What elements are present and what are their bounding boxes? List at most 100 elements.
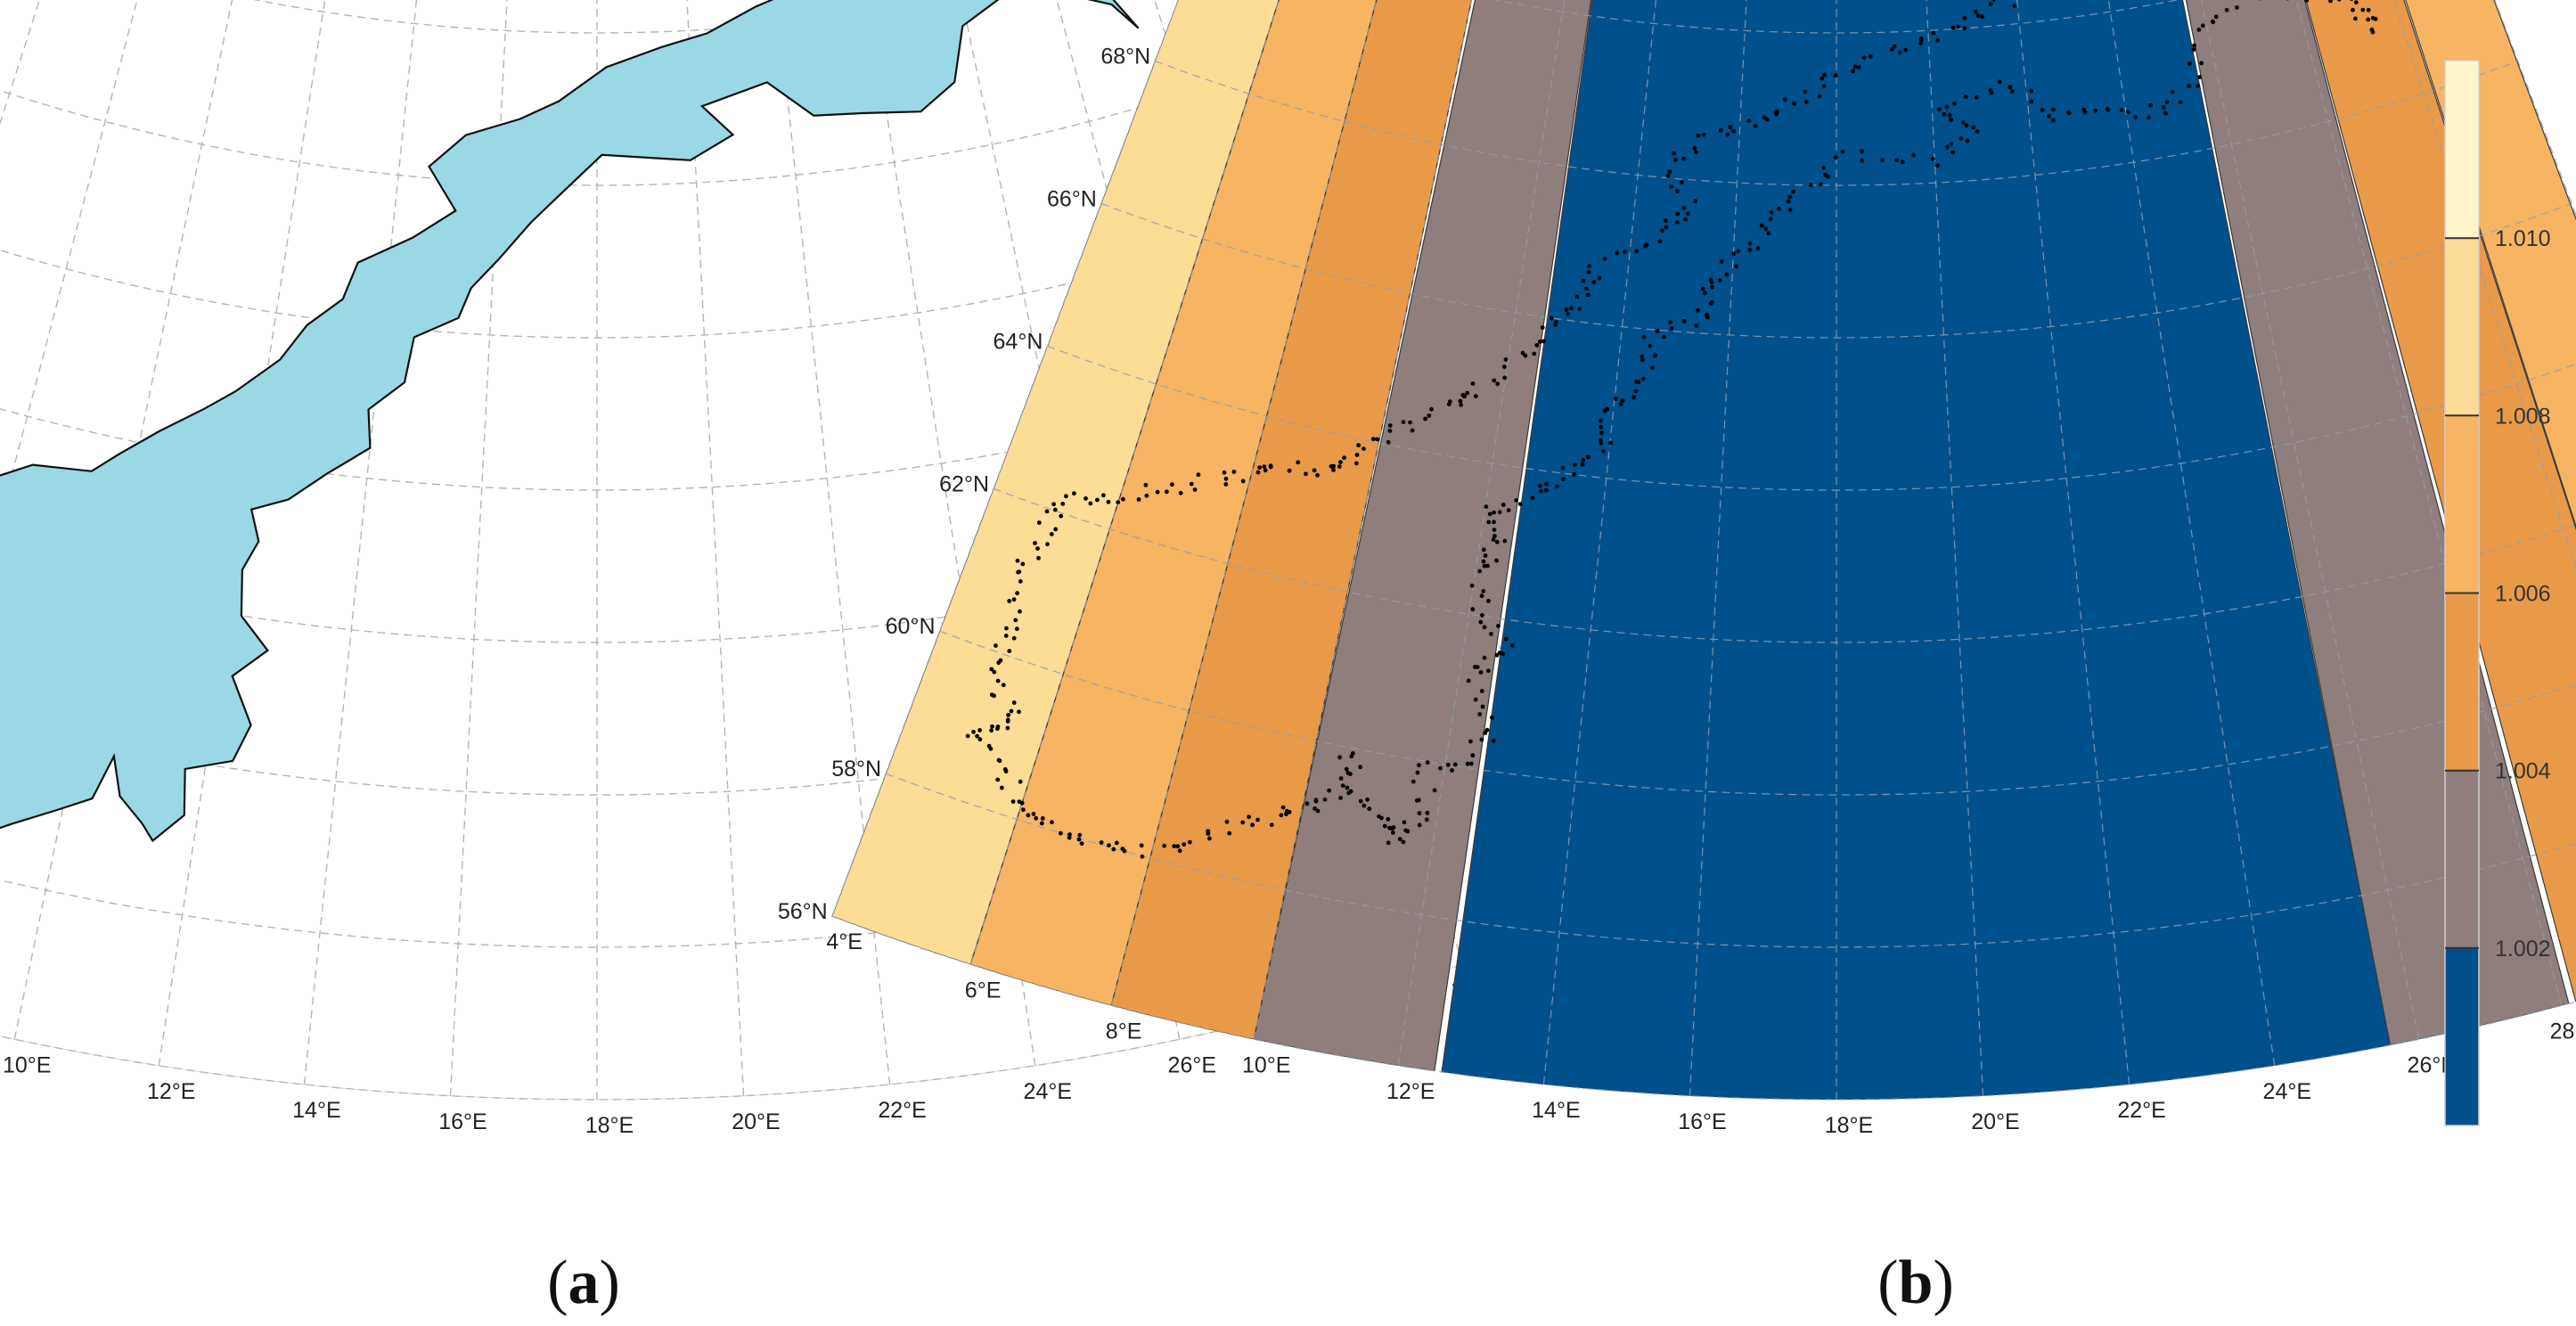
- data-point: [1370, 437, 1376, 441]
- data-point: [1602, 257, 1607, 261]
- data-point: [1035, 546, 1040, 551]
- data-point: [1015, 591, 1019, 596]
- data-point: [2051, 118, 2056, 123]
- data-point: [1860, 158, 1865, 163]
- data-point: [1709, 284, 1714, 290]
- data-point: [2351, 7, 2355, 12]
- data-point: [1247, 814, 1251, 820]
- data-point: [1036, 555, 1041, 561]
- data-point: [1945, 144, 1950, 150]
- data-point: [2210, 19, 2215, 24]
- data-point: [1263, 468, 1268, 473]
- data-point: [2040, 108, 2045, 112]
- longitude-tick-label: 6°E: [965, 978, 1002, 1003]
- data-point: [1581, 278, 1586, 283]
- data-point: [2360, 7, 2366, 12]
- data-point: [1095, 497, 1100, 503]
- data-point: [1136, 497, 1141, 502]
- parallel-line: [0, 202, 1333, 339]
- data-point: [1931, 30, 1936, 36]
- data-point: [1018, 579, 1023, 584]
- data-point: [1900, 160, 1905, 165]
- data-point: [1482, 625, 1487, 630]
- colorbar-tick-label: 1.006: [2495, 582, 2551, 607]
- data-point: [1819, 182, 1823, 187]
- data-point: [1889, 47, 1894, 52]
- data-point: [1005, 725, 1010, 731]
- data-point: [1918, 41, 1923, 46]
- data-point: [1397, 837, 1402, 841]
- data-point: [1040, 816, 1045, 821]
- data-point: [1470, 607, 1476, 612]
- data-point: [1486, 520, 1492, 525]
- data-point: [1903, 47, 1909, 53]
- data-point: [1018, 609, 1022, 614]
- data-point: [1349, 754, 1354, 759]
- data-point: [1354, 453, 1360, 457]
- data-point: [1340, 783, 1345, 788]
- data-point: [1681, 205, 1687, 210]
- data-point: [1792, 101, 1797, 106]
- data-point: [1088, 501, 1093, 506]
- data-point: [1674, 220, 1680, 225]
- data-point: [1480, 704, 1485, 709]
- data-point: [1622, 250, 1627, 254]
- data-point: [1764, 117, 1770, 122]
- longitude-tick-label: 14°E: [1532, 1098, 1580, 1123]
- data-point: [1655, 329, 1660, 333]
- data-point: [1344, 766, 1349, 772]
- panel-label-b: (b): [1877, 1248, 1954, 1317]
- data-point: [1668, 320, 1672, 325]
- meridian-line: [2200, 0, 2420, 1040]
- data-point: [1039, 821, 1044, 826]
- data-point: [1840, 149, 1845, 154]
- data-point: [1446, 402, 1452, 407]
- data-point: [1007, 649, 1012, 653]
- data-point: [1581, 458, 1586, 462]
- longitude-tick-label: 14°E: [292, 1098, 340, 1123]
- data-point: [1892, 44, 1897, 49]
- data-point: [1988, 87, 1993, 93]
- meridian-line: [1253, 0, 1473, 1040]
- data-point: [1696, 133, 1701, 138]
- data-point: [1755, 246, 1761, 251]
- data-point: [1681, 319, 1687, 323]
- data-point: [1766, 231, 1771, 236]
- data-point: [1605, 406, 1610, 412]
- data-point: [1974, 95, 1979, 100]
- parallel-line: [0, 60, 1280, 186]
- data-point: [1408, 420, 1412, 425]
- data-point: [2082, 110, 2088, 115]
- data-point: [1787, 208, 1793, 212]
- data-point: [1641, 334, 1647, 340]
- data-point: [1485, 563, 1490, 569]
- data-point: [989, 667, 994, 672]
- data-point: [1731, 251, 1737, 257]
- data-point: [1803, 89, 1808, 94]
- data-point: [1067, 835, 1072, 840]
- data-point: [1762, 115, 1767, 120]
- data-point: [1894, 158, 1900, 163]
- data-point: [2162, 105, 2166, 110]
- data-point: [1257, 465, 1262, 471]
- colorbar-segments: [2445, 61, 2479, 1125]
- data-point: [1791, 189, 1795, 194]
- data-point: [1143, 482, 1149, 487]
- data-point: [1769, 209, 1774, 215]
- data-point: [1718, 127, 1723, 133]
- data-point: [1473, 697, 1478, 702]
- data-point: [1620, 398, 1625, 403]
- data-point: [2328, 0, 2333, 4]
- data-point: [1387, 429, 1393, 433]
- scale-band: [2326, 0, 2576, 962]
- data-point: [1101, 493, 1106, 498]
- data-point: [1662, 334, 1666, 340]
- data-point: [1425, 810, 1430, 815]
- longitude-tick-label: 22°E: [878, 1098, 926, 1123]
- data-point: [1140, 854, 1145, 859]
- data-point: [1417, 798, 1421, 803]
- data-point: [1177, 848, 1182, 854]
- data-point: [971, 729, 976, 734]
- data-point: [1482, 655, 1487, 660]
- data-point: [1782, 97, 1787, 102]
